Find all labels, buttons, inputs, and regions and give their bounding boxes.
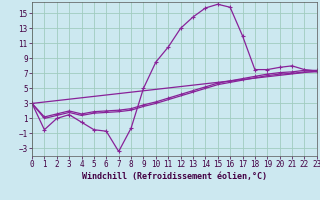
X-axis label: Windchill (Refroidissement éolien,°C): Windchill (Refroidissement éolien,°C) xyxy=(82,172,267,181)
